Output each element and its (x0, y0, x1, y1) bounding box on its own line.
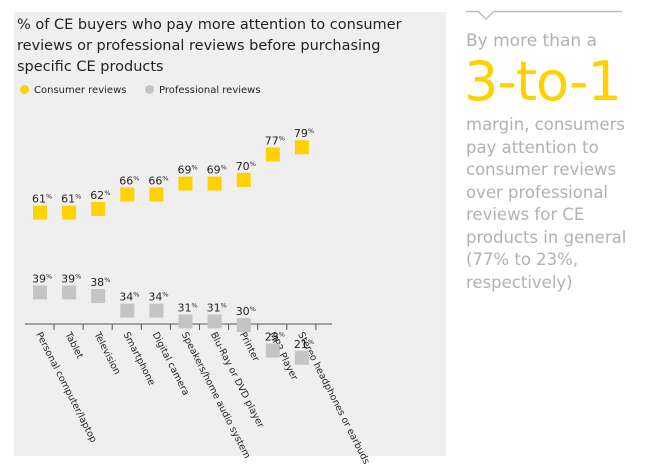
legend-label-professional: Professional reviews (159, 85, 261, 96)
data-label: 79% (294, 127, 314, 140)
data-label: 30% (236, 305, 256, 318)
data-label: 39% (32, 272, 52, 285)
data-label-suffix: % (279, 331, 285, 339)
data-label: 77% (265, 134, 285, 147)
data-point (178, 176, 193, 191)
legend-swatch-consumer (20, 85, 29, 94)
data-point (236, 318, 251, 333)
data-label-suffix: % (308, 127, 314, 135)
data-label: 39% (61, 272, 81, 285)
x-tick-label: Blu-Ray or DVD player (208, 330, 266, 430)
data-label-suffix: % (308, 338, 314, 346)
data-label: 31% (207, 301, 227, 314)
data-label-suffix: % (279, 134, 285, 142)
data-label-suffix: % (46, 193, 52, 201)
data-point (265, 343, 280, 358)
data-label-suffix: % (250, 305, 256, 313)
data-label: 31% (178, 301, 198, 314)
data-point (178, 314, 193, 329)
data-label: 69% (207, 164, 227, 177)
data-point (120, 303, 135, 318)
legend-item-consumer: Consumer reviews (20, 85, 126, 96)
data-point (62, 285, 77, 300)
data-label-suffix: % (162, 174, 168, 182)
data-label-suffix: % (75, 193, 81, 201)
data-label-suffix: % (221, 164, 227, 172)
data-label-suffix: % (192, 164, 198, 172)
data-label-suffix: % (46, 272, 52, 280)
data-label-suffix: % (133, 174, 139, 182)
data-point (91, 289, 106, 304)
data-label-suffix: % (250, 160, 256, 168)
data-point (120, 187, 135, 202)
data-label: 66% (119, 174, 139, 187)
data-label: 66% (148, 174, 168, 187)
data-label: 34% (119, 291, 139, 304)
x-tick-label: Personal computer/laptop (33, 330, 98, 444)
data-point (236, 172, 251, 187)
data-label-suffix: % (221, 301, 227, 309)
data-point (294, 140, 309, 155)
data-point (294, 350, 309, 365)
x-tick-label: Tablet (62, 329, 85, 360)
chart-title: % of CE buyers who pay more attention to… (17, 17, 402, 75)
data-label-suffix: % (162, 291, 168, 299)
data-label-suffix: % (133, 291, 139, 299)
legend-label-consumer: Consumer reviews (34, 85, 127, 96)
data-point (207, 176, 222, 191)
data-label: 34% (148, 291, 168, 304)
callout-pointer (466, 10, 622, 21)
x-tick-label: Printer (237, 330, 261, 363)
data-label: 70% (236, 160, 256, 173)
data-label: 62% (90, 189, 110, 202)
data-point (33, 285, 47, 300)
data-label-suffix: % (104, 276, 110, 284)
data-label: 38% (90, 276, 110, 289)
data-point (149, 303, 164, 318)
data-label-suffix: % (192, 301, 198, 309)
callout-lead: By more than a (466, 31, 598, 51)
chart-panel (14, 12, 446, 456)
legend-item-professional: Professional reviews (145, 85, 261, 96)
data-point (33, 205, 47, 220)
data-label-suffix: % (75, 272, 81, 280)
x-tick-label: Television (91, 329, 122, 376)
data-label: 69% (178, 164, 198, 177)
data-point (149, 187, 164, 202)
data-point (265, 147, 280, 162)
data-label-suffix: % (104, 189, 110, 197)
data-label: 61% (32, 193, 52, 206)
callout-highlight: 3-to-1 (464, 50, 622, 113)
callout-body: margin, consumers pay attention to consu… (466, 115, 627, 292)
legend-swatch-professional (145, 85, 154, 94)
data-label: 61% (61, 193, 81, 206)
data-point (207, 314, 222, 329)
data-point (91, 201, 106, 216)
data-point (62, 205, 77, 220)
